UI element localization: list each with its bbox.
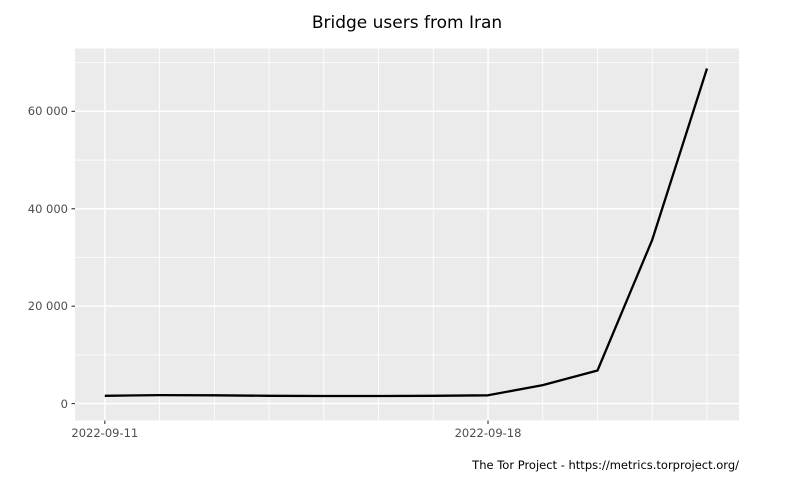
y-tick-label: 20 000: [27, 299, 68, 314]
chart-title: Bridge users from Iran: [311, 13, 503, 33]
data-line: [104, 68, 709, 398]
y-tick-label: 60 000: [27, 104, 68, 119]
x-tick-label: 2022-09-18: [454, 426, 522, 440]
chart-caption: The Tor Project - https://metrics.torpro…: [472, 458, 739, 472]
x-tick-label: 2022-09-11: [71, 426, 139, 440]
y-tick-label: 40 000: [27, 201, 68, 216]
panel-background: [75, 48, 739, 421]
y-tick-label: 0: [60, 396, 68, 411]
